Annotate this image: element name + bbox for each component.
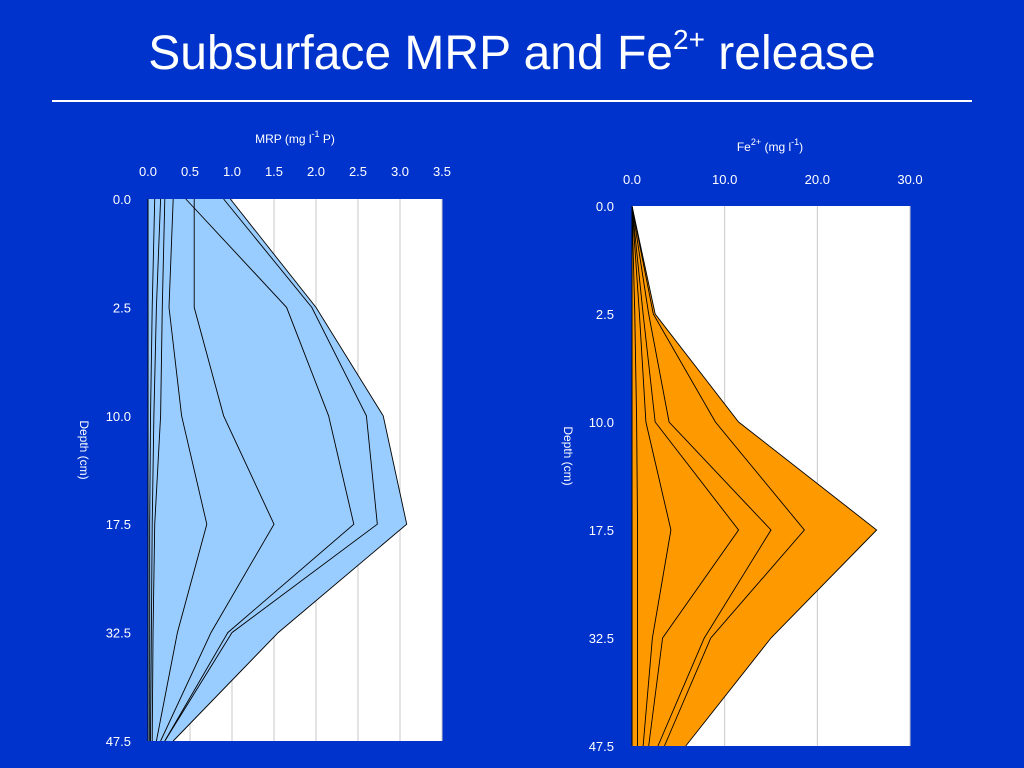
y-tick-label: 0.0 xyxy=(596,199,614,214)
y-tick-label: 2.5 xyxy=(596,307,614,322)
title-main: Subsurface MRP and Fe xyxy=(148,27,673,80)
area-fill xyxy=(148,199,407,741)
x-axis-title: Fe2+ (mg l-1) xyxy=(737,137,803,154)
profile-line-1 xyxy=(149,198,156,741)
x-tick-label: 20.0 xyxy=(805,172,830,187)
y-tick-label: 17.5 xyxy=(106,517,131,532)
profile-line-3 xyxy=(631,205,740,747)
x-axis-title-part: 2+ xyxy=(751,137,761,147)
title-rest: release xyxy=(704,27,876,80)
area-fill xyxy=(632,206,877,746)
x-axis-title-part: -1 xyxy=(312,129,320,139)
y-tick-label: 32.5 xyxy=(106,626,131,641)
x-tick-label: 10.0 xyxy=(712,172,737,187)
x-tick-label: 2.0 xyxy=(307,164,325,179)
x-tick-label: 0.0 xyxy=(623,172,641,187)
y-axis-title: Depth (cm) xyxy=(561,426,575,485)
x-axis-title: MRP (mg l-1 P) xyxy=(255,129,335,146)
x-axis-title-part: (mg l xyxy=(761,140,791,154)
profile-line-8 xyxy=(172,198,408,742)
y-tick-label: 47.5 xyxy=(106,734,131,749)
y-tick-label: 47.5 xyxy=(589,739,614,754)
profile-line-6 xyxy=(631,205,878,747)
profile-line-4 xyxy=(631,205,772,747)
y-tick-label: 17.5 xyxy=(589,523,614,538)
profile-line-2 xyxy=(631,205,672,747)
x-tick-label: 0.5 xyxy=(181,164,199,179)
profile-line-6 xyxy=(164,198,355,742)
title-superscript: 2+ xyxy=(673,24,705,55)
x-tick-label: 30.0 xyxy=(897,172,922,187)
y-tick-label: 32.5 xyxy=(589,631,614,646)
x-tick-label: 2.5 xyxy=(349,164,367,179)
y-tick-label: 0.0 xyxy=(113,192,131,207)
y-tick-label: 10.0 xyxy=(589,415,614,430)
y-tick-label: 10.0 xyxy=(106,409,131,424)
x-tick-label: 1.0 xyxy=(223,164,241,179)
x-axis-title-part: Fe xyxy=(737,140,751,154)
profile-line-4 xyxy=(155,198,208,742)
x-axis-title-part: -1 xyxy=(791,137,799,147)
profile-line-5 xyxy=(160,199,275,742)
x-tick-label: 3.5 xyxy=(433,164,451,179)
profile-line-2 xyxy=(150,198,162,742)
x-tick-label: 0.0 xyxy=(139,164,157,179)
slide-title: Subsurface MRP and Fe2+ release xyxy=(0,22,1024,86)
profile-line-7 xyxy=(164,198,378,742)
y-axis-title: Depth (cm) xyxy=(77,420,91,479)
profile-line-5 xyxy=(631,205,805,747)
x-tick-label: 1.5 xyxy=(265,164,283,179)
x-axis-title-part: P) xyxy=(320,132,335,146)
title-divider xyxy=(52,100,972,102)
profile-line-1 xyxy=(631,205,639,746)
x-tick-label: 3.0 xyxy=(391,164,409,179)
y-tick-label: 2.5 xyxy=(113,300,131,315)
x-axis-title-part: ) xyxy=(799,140,803,154)
x-axis-title-part: MRP (mg l xyxy=(255,132,311,146)
profile-line-3 xyxy=(151,198,166,742)
